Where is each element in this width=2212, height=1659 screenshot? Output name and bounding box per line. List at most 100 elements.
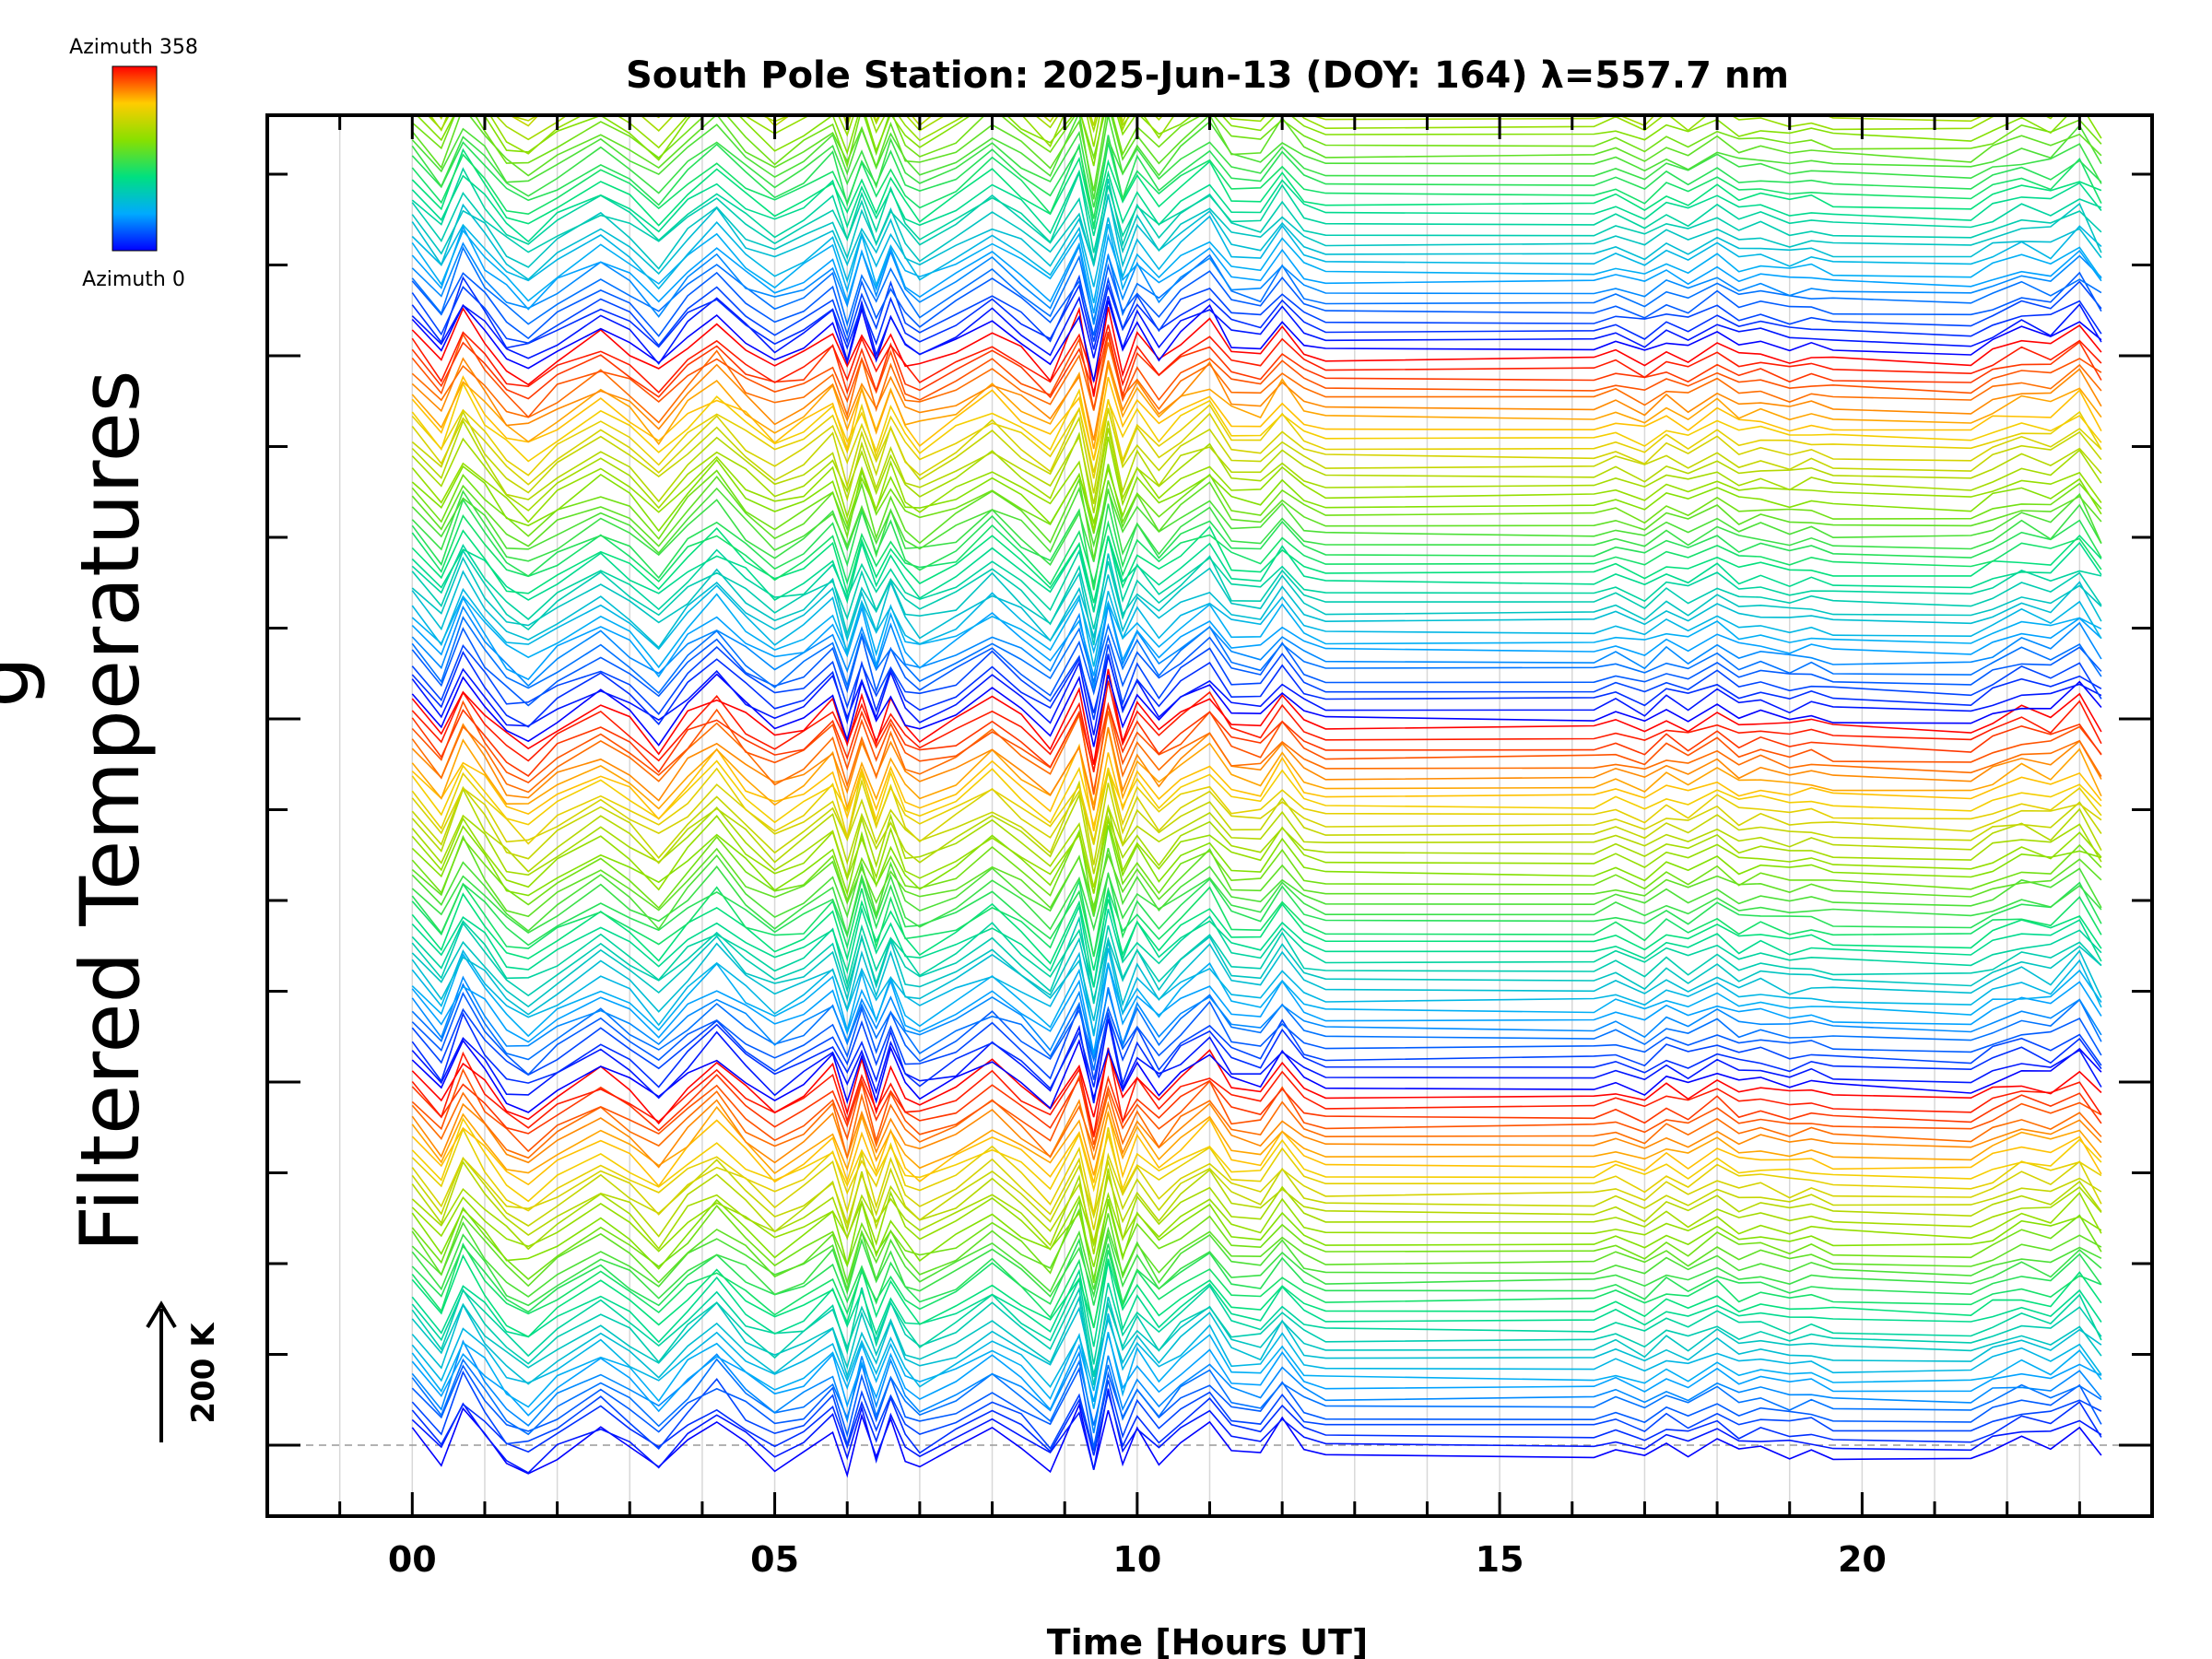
temperature-profile [411,458,2102,533]
temperature-profile [411,1277,2102,1365]
temperature-profile [411,130,2102,208]
temperature-profile [411,825,2102,913]
temperature-profile [411,333,2102,418]
temperature-profile [411,834,2102,918]
temperature-profile [411,952,2102,1038]
temperature-profile [411,1221,2102,1298]
temperature-profile [411,215,2102,290]
x-axis-label: Time [Hours UT] [1047,1622,1369,1659]
temperature-profile [411,627,2102,707]
temperature-profile [411,1112,2102,1188]
temperature-profile [411,680,2102,772]
temperature-profile [411,498,2102,591]
colorbar: Azimuth 358 Azimuth 0 [69,36,198,291]
chart-title: South Pole Station: 2025-Jun-13 (DOY: 16… [626,54,1789,97]
temperature-profile [411,701,2102,777]
temperature-profile [411,194,2102,270]
temperature-profile [411,1099,2102,1169]
temperature-profile [411,488,2102,566]
temperature-profile [411,548,2102,631]
temperature-profile [411,357,2102,441]
temperature-profile [411,593,2102,669]
temperature-profile [411,673,2102,747]
temperature-profile [411,982,2102,1071]
temperature-profile [411,263,2102,340]
temperature-profile [411,300,2102,382]
temperature-profile [411,274,2102,347]
temperature-profile [411,115,2102,200]
temperature-profile [411,743,2102,831]
temperature-profile [411,700,2102,795]
ylabel-cut: g [0,656,47,708]
temperature-profile [411,1089,2102,1159]
temperature-profile [411,1207,2102,1288]
temperature-profile [416,115,2102,167]
temperature-profile [411,1067,2102,1153]
temperature-profile [411,513,2102,587]
x-tick-label: 10 [1112,1539,1161,1580]
temperature-profile [411,915,2102,1005]
scale-bar: 200 K [146,1300,222,1442]
temperature-profile [411,1160,2102,1243]
scale-bar-label: 200 K [185,1322,222,1424]
temperature-profile [411,975,2102,1059]
temperature-profile [411,1127,2102,1215]
temperature-profile [411,892,2102,971]
temperature-profile [411,873,2102,957]
temperature-profile [411,1117,2102,1203]
temperature-profile [411,224,2102,313]
temperature-profile [411,767,2102,845]
temperature-profile [411,668,2102,765]
temperature-profile [411,771,2102,845]
temperature-profile [411,1370,2102,1452]
colorbar-bottom-label: Azimuth 0 [82,268,185,291]
temperature-profile [411,418,2102,504]
temperature-profile [411,1074,2102,1138]
temperature-profile [412,0,2101,20]
temperature-profile [411,1302,2102,1385]
temperature-profile [411,1049,2102,1125]
temperature-profile [411,142,2102,229]
temperature-profile [411,570,2102,649]
temperature-profile [411,399,2102,479]
temperature-profile [411,963,2102,1054]
ticks [265,115,2154,1516]
temperature-profile [411,616,2102,694]
x-tick-label: 20 [1838,1539,1887,1580]
x-tick-labels: 00 05 10 15 20 [388,1539,1887,1580]
temperature-profile [411,1190,2102,1253]
ylabel: Filtered Temperatures [63,370,158,1252]
temperature-profile [411,891,2102,988]
temperature-profile [411,169,2102,243]
temperature-profile [411,865,2102,938]
scale-bar-arrow-icon [146,1300,177,1329]
temperature-profile [412,0,2101,57]
temperature-profile [412,0,2101,36]
temperature-profile [411,407,2102,494]
temperature-profile [411,1018,2102,1104]
temperature-profile [411,1287,2102,1377]
temperature-profile [411,780,2102,865]
colorbar-top-label: Azimuth 358 [69,36,198,59]
temperature-profile [411,1231,2102,1307]
temperature-profile [411,941,2102,1021]
temperature-profile [411,1242,2102,1329]
temperature-profile [411,535,2102,613]
temperature-profile [411,115,2102,192]
temperature-profile [411,1150,2102,1230]
x-tick-label: 00 [388,1539,437,1580]
temperature-profile [411,933,2102,1008]
temperature-profile [411,878,2102,958]
temperature-profile [411,428,2102,513]
temperature-profile [412,0,2101,34]
temperature-profile [411,464,2102,540]
temperature-profile [411,1312,2102,1392]
temperature-profile [411,992,2102,1077]
x-tick-label: 05 [750,1539,799,1580]
temperature-profile [411,553,2102,646]
temperature-profile [411,382,2102,463]
temperature-profile [411,1198,2102,1270]
temperature-profile [411,167,2102,253]
temperature-profile [411,596,2102,681]
